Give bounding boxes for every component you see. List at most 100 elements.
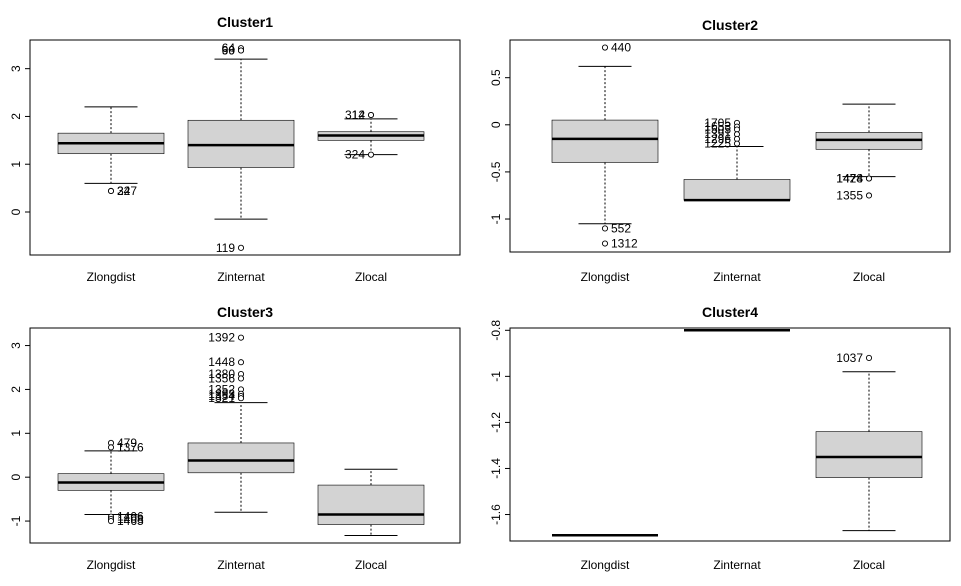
- y-tick-label: -0.5: [489, 161, 503, 182]
- y-tick-label: -1.4: [489, 458, 503, 479]
- outlier-label: 1293: [208, 387, 235, 401]
- outlier-label: 1448: [208, 355, 235, 369]
- outlier-label: 1392: [208, 331, 235, 345]
- outlier-label: 1354: [208, 389, 235, 403]
- chart-title: Cluster1: [217, 14, 273, 30]
- outlier-label: 1037: [836, 351, 863, 365]
- outlier-label: 1505: [704, 123, 731, 137]
- plot-frame: [509, 327, 951, 542]
- plot-frame: [29, 39, 461, 256]
- x-category-label: Zinternat: [217, 558, 265, 572]
- box-zlocal: 1037: [815, 351, 923, 532]
- x-category-label: Zinternat: [217, 270, 265, 284]
- box-iqr: [187, 442, 295, 474]
- y-tick-label: -1.6: [489, 504, 503, 525]
- outlier-label: 64: [222, 41, 236, 55]
- outlier-label: 552: [611, 221, 631, 235]
- y-tick-label: 2: [9, 386, 23, 393]
- outlier-label: 119: [216, 241, 235, 255]
- outlier-label: 1321: [208, 391, 235, 405]
- outlier-point: [237, 395, 245, 402]
- x-category-label: Zlongdist: [581, 558, 630, 572]
- outlier-label: 1312: [611, 237, 638, 251]
- chart-panel-2: Cluster2 -1 -0.5 0 0.5 Zlongdist Zinternat Zloc…: [489, 17, 951, 284]
- box-iqr: [317, 484, 425, 525]
- plot-frame: [509, 39, 951, 253]
- y-tick-label: 3: [9, 65, 23, 72]
- outlier-point: [237, 375, 245, 382]
- outlier-label: 1653: [704, 120, 731, 134]
- y-tick-label: 2: [9, 113, 23, 120]
- outlier-label: 324: [345, 148, 365, 162]
- y-tick-label: 3: [9, 342, 23, 349]
- x-category-label: Zinternat: [713, 270, 761, 284]
- outlier-label: 69: [222, 44, 236, 58]
- outlier-label: 479: [117, 436, 137, 450]
- chart-title: Cluster3: [217, 304, 273, 320]
- chart-title: Cluster4: [702, 304, 758, 320]
- chart-title: Cluster2: [702, 17, 758, 33]
- x-category-label: Zlongdist: [581, 270, 630, 284]
- outlier-point: [601, 225, 609, 232]
- box-iqr: [551, 119, 659, 163]
- outlier-label: 90: [222, 44, 236, 58]
- y-tick-label: 1: [9, 161, 23, 168]
- outlier-label: 1424: [836, 172, 863, 186]
- outlier-label: 1465: [117, 514, 144, 528]
- outlier-label: 1705: [704, 116, 731, 130]
- outlier-point: [107, 187, 115, 195]
- outlier-label: 1380: [208, 367, 235, 381]
- outlier-point: [107, 444, 115, 451]
- outlier-point: [107, 518, 115, 525]
- x-category-label: Zlocal: [355, 270, 387, 284]
- outlier-label: 1406: [117, 510, 144, 524]
- y-tick-label: 0: [489, 121, 503, 128]
- outlier-point: [367, 151, 375, 158]
- x-category-label: Zinternat: [713, 558, 761, 572]
- x-category-label: Zlongdist: [87, 270, 136, 284]
- box-iqr: [683, 179, 791, 201]
- box-iqr: [815, 431, 923, 478]
- outlier-label: 1478: [836, 172, 863, 186]
- outlier-point: [237, 359, 245, 366]
- y-tick-label: 0.5: [489, 69, 503, 86]
- outlier-point: [237, 334, 245, 341]
- y-tick-label: -1: [489, 213, 503, 224]
- outlier-label: 327: [117, 184, 137, 198]
- outlier-label: 1355: [836, 188, 863, 202]
- box-zlocal: [317, 468, 425, 537]
- chart-panel-3: Cluster3 -1 0 1 2 3 Zlongdist Zinternat Zlocal 47…: [9, 304, 461, 572]
- x-category-label: Zlongdist: [87, 558, 136, 572]
- outlier-point: [733, 140, 741, 147]
- outlier-point: [237, 47, 245, 54]
- outlier-label: 1408: [117, 512, 144, 526]
- plot-frame: [29, 327, 461, 544]
- x-category-label: Zlocal: [853, 270, 885, 284]
- x-category-label: Zlocal: [355, 558, 387, 572]
- outlier-label: 1296: [704, 132, 731, 146]
- outlier-point: [865, 354, 873, 361]
- outlier-point: [367, 111, 375, 119]
- outlier-point: [237, 244, 245, 251]
- outlier-point: [601, 240, 609, 247]
- y-tick-label: -1: [489, 371, 503, 382]
- outlier-point: [865, 192, 873, 199]
- y-tick-label: -0.8: [489, 320, 503, 341]
- chart-panel-4: Cluster4 -1.6 -1.4 -1.2 -1 -0.8 Zlongdist Zinte…: [489, 304, 951, 572]
- outlier-label: 1391: [704, 127, 731, 141]
- outlier-label: 1356: [208, 371, 235, 385]
- box-zlongdist: 440 552 1312: [551, 41, 659, 251]
- outlier-point: [865, 175, 873, 182]
- outlier-label: 1376: [117, 440, 144, 454]
- outlier-point: [601, 44, 609, 51]
- outlier-label: 14: [352, 108, 366, 122]
